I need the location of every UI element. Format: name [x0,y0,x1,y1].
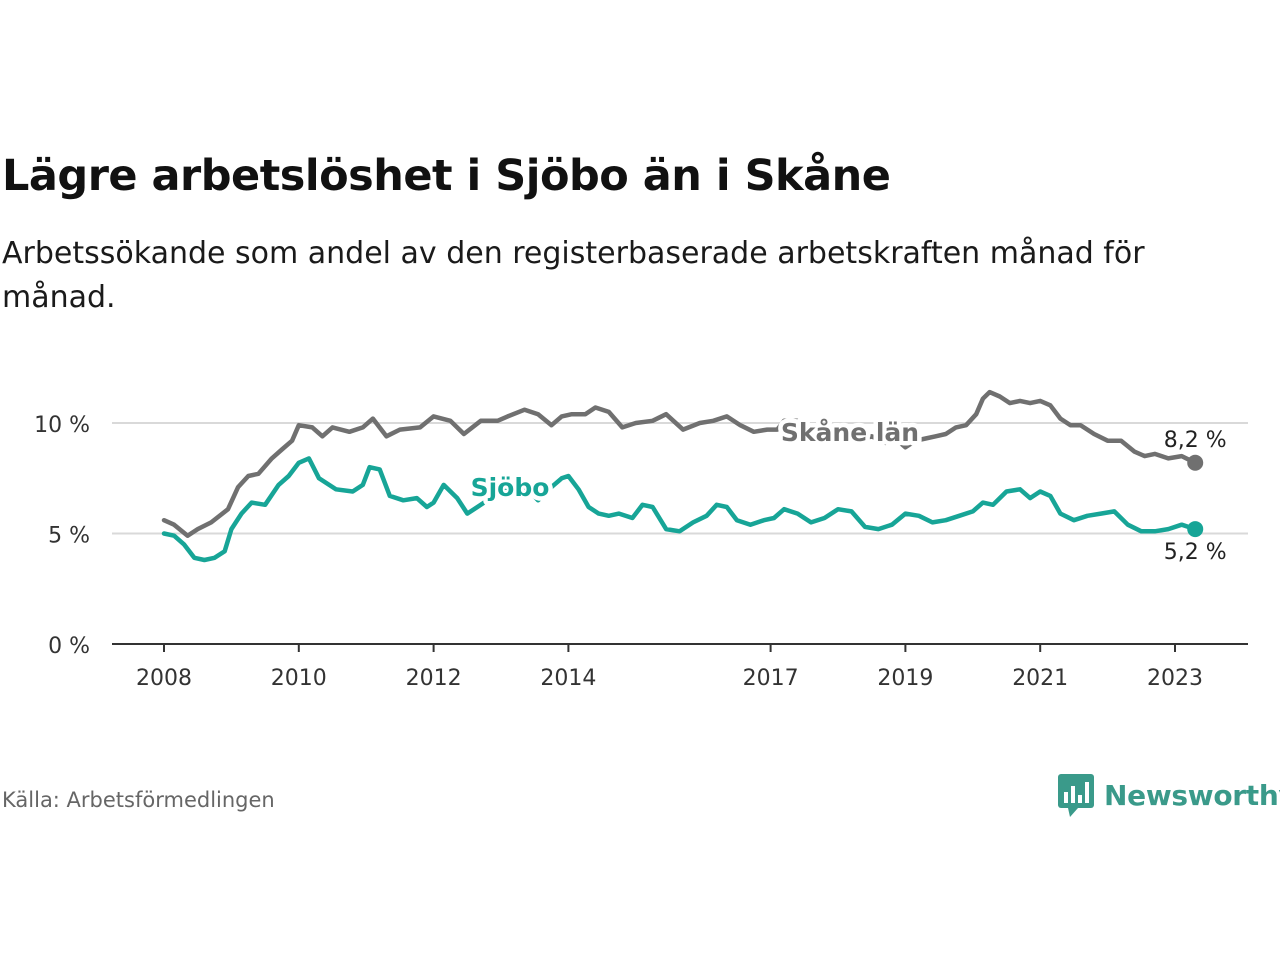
brand-name: Newsworthy [1104,778,1280,812]
x-tick-label: 2008 [136,666,192,691]
x-tick-label: 2017 [743,666,799,691]
series-end-label: 5,2 % [1164,540,1227,565]
series-line-sjobo [161,456,1198,563]
x-tick-label: 2019 [877,666,933,691]
x-tick-label: 2010 [271,666,327,691]
series-end-marker [1187,521,1204,538]
x-tick-label: 2021 [1012,666,1068,691]
series-end-label: 8,2 % [1164,428,1227,453]
series-layer [161,389,1204,563]
chart-subtitle: Arbetssökande som andel av den registerb… [2,236,1145,315]
x-tick-label: 2023 [1147,666,1203,691]
line-chart: 0 % 5 % 10 % 2008 2010 2012 2014 2017 2019 2021 20… [34,389,1248,691]
series-end-marker [1187,454,1204,471]
newsworthy-logo-icon [1058,774,1094,817]
x-tick-label: 2012 [406,666,462,691]
x-tick-label: 2014 [540,666,596,691]
y-tick-label: 10 % [34,413,90,438]
series-line-skane [161,389,1198,538]
brand-logo: Newsworthy [1058,772,1280,818]
series-name-label-skane: Skåne län [781,418,919,447]
y-tick-label: 0 % [48,634,90,659]
source-note: Källa: Arbetsförmedlingen [2,788,275,812]
axis-layer: 0 % 5 % 10 % 2008 2010 2012 2014 2017 2019 2021 20… [34,413,1248,691]
chart-title: Lägre arbetslöshet i Sjöbo än i Skåne [2,151,891,201]
series-name-label-sjobo: Sjöbo [471,473,550,502]
label-layer: 8,2 % 5,2 % Skåne län Sjöbo [466,414,1229,568]
y-tick-label: 5 % [48,524,90,549]
